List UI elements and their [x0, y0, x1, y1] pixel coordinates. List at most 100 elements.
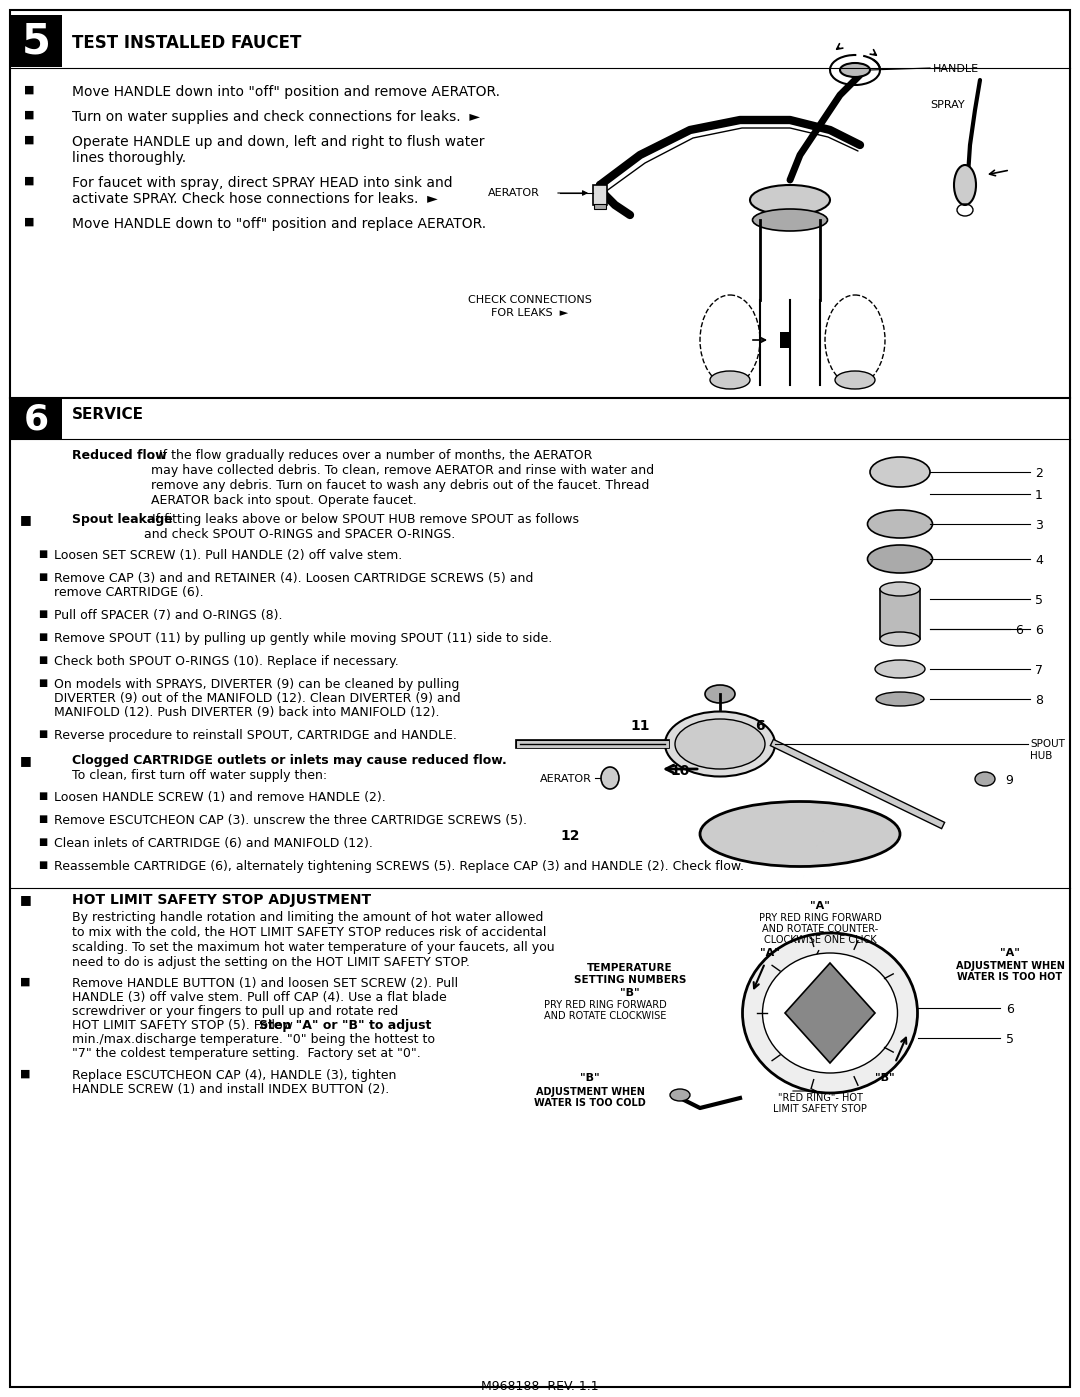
Text: HUB: HUB [1030, 752, 1052, 761]
Text: ■: ■ [38, 678, 48, 687]
Text: ■: ■ [38, 791, 48, 800]
Ellipse shape [753, 210, 827, 231]
Text: "B": "B" [620, 988, 639, 997]
Text: 5: 5 [1035, 594, 1043, 608]
Text: Spout leakage: Spout leakage [72, 513, 173, 527]
Text: Check both SPOUT O-RINGS (10). Replace if necessary.: Check both SPOUT O-RINGS (10). Replace i… [54, 655, 399, 668]
Text: M968188  REV. 1.1: M968188 REV. 1.1 [482, 1380, 598, 1393]
Text: ■: ■ [21, 1069, 30, 1078]
Bar [10, 15, 62, 67]
Ellipse shape [670, 1090, 690, 1101]
Text: HANDLE (3) off valve stem. Pull off CAP (4). Use a flat blade: HANDLE (3) off valve stem. Pull off CAP … [72, 990, 447, 1004]
Text: ■: ■ [38, 549, 48, 559]
Ellipse shape [705, 685, 735, 703]
Text: PRY RED RING FORWARD: PRY RED RING FORWARD [543, 1000, 666, 1010]
Text: ■: ■ [38, 837, 48, 847]
Text: SETTING NUMBERS: SETTING NUMBERS [573, 975, 686, 985]
Text: ■: ■ [38, 729, 48, 739]
Ellipse shape [750, 184, 831, 215]
Text: SPOUT: SPOUT [1030, 739, 1065, 749]
Text: DIVERTER (9) out of the MANIFOLD (12). Clean DIVERTER (9) and: DIVERTER (9) out of the MANIFOLD (12). C… [54, 692, 461, 705]
Text: "7" the coldest temperature setting.  Factory set at "0".: "7" the coldest temperature setting. Fac… [72, 1046, 421, 1060]
Ellipse shape [710, 372, 750, 388]
Text: "A": "A" [1000, 949, 1020, 958]
Ellipse shape [975, 773, 995, 787]
Text: AND ROTATE COUNTER-: AND ROTATE COUNTER- [761, 923, 878, 935]
Text: "RED RING"- HOT: "RED RING"- HOT [778, 1092, 863, 1104]
Text: ■: ■ [24, 110, 35, 120]
Text: "A": "A" [810, 901, 829, 911]
Text: Move HANDLE down into "off" position and remove AERATOR.: Move HANDLE down into "off" position and… [72, 85, 500, 99]
Text: CHECK CONNECTIONS: CHECK CONNECTIONS [468, 295, 592, 305]
Text: ■: ■ [21, 977, 30, 988]
Text: SERVICE: SERVICE [72, 407, 144, 422]
Text: Loosen HANDLE SCREW (1) and remove HANDLE (2).: Loosen HANDLE SCREW (1) and remove HANDL… [54, 791, 386, 805]
Text: . If the flow gradually reduces over a number of months, the AERATOR
may have co: . If the flow gradually reduces over a n… [151, 448, 654, 507]
Text: ADJUSTMENT WHEN: ADJUSTMENT WHEN [536, 1087, 645, 1097]
Ellipse shape [880, 631, 920, 645]
Text: 10: 10 [670, 764, 689, 778]
Bar [10, 400, 62, 439]
Ellipse shape [876, 692, 924, 705]
Text: Remove ESCUTCHEON CAP (3). unscrew the three CARTRIDGE SCREWS (5).: Remove ESCUTCHEON CAP (3). unscrew the t… [54, 814, 527, 827]
Text: 7: 7 [1035, 664, 1043, 678]
Text: 4: 4 [1035, 555, 1043, 567]
Bar [880, 590, 920, 638]
Text: 3: 3 [1035, 520, 1043, 532]
Text: ■: ■ [38, 571, 48, 583]
Polygon shape [785, 963, 875, 1063]
Text: AERATOR: AERATOR [488, 189, 540, 198]
Text: Loosen SET SCREW (1). Pull HANDLE (2) off valve stem.: Loosen SET SCREW (1). Pull HANDLE (2) of… [54, 549, 402, 562]
Text: 6: 6 [755, 719, 765, 733]
Text: Remove HANDLE BUTTON (1) and loosen SET SCREW (2). Pull: Remove HANDLE BUTTON (1) and loosen SET … [72, 977, 458, 990]
Text: HANDLE SCREW (1) and install INDEX BUTTON (2).: HANDLE SCREW (1) and install INDEX BUTTO… [72, 1083, 389, 1097]
Bar [593, 184, 607, 205]
Ellipse shape [840, 63, 870, 77]
Ellipse shape [874, 467, 896, 476]
Ellipse shape [600, 767, 619, 789]
Text: MANIFOLD (12). Push DIVERTER (9) back into MANIFOLD (12).: MANIFOLD (12). Push DIVERTER (9) back in… [54, 705, 440, 719]
Text: AERATOR: AERATOR [540, 774, 592, 784]
Text: ■: ■ [24, 85, 35, 95]
Text: CLOCKWISE ONE CLICK: CLOCKWISE ONE CLICK [764, 935, 876, 944]
Text: ■: ■ [38, 631, 48, 643]
Ellipse shape [875, 659, 924, 678]
Text: 6: 6 [1035, 624, 1043, 637]
Ellipse shape [867, 545, 932, 573]
Ellipse shape [743, 933, 918, 1092]
Text: 5: 5 [1005, 1032, 1014, 1046]
Text: Reassemble CARTRIDGE (6), alternately tightening SCREWS (5). Replace CAP (3) and: Reassemble CARTRIDGE (6), alternately ti… [54, 861, 744, 873]
Text: ■: ■ [38, 861, 48, 870]
Ellipse shape [835, 372, 875, 388]
Text: "B": "B" [875, 1073, 895, 1083]
Text: 6: 6 [24, 402, 49, 436]
Text: PRY RED RING FORWARD: PRY RED RING FORWARD [758, 914, 881, 923]
Text: 1: 1 [1035, 489, 1043, 502]
Text: LIMIT SAFETY STOP: LIMIT SAFETY STOP [773, 1104, 867, 1113]
Text: WATER IS TOO HOT: WATER IS TOO HOT [958, 972, 1063, 982]
Text: Pull off SPACER (7) and O-RINGS (8).: Pull off SPACER (7) and O-RINGS (8). [54, 609, 283, 622]
Text: 11: 11 [630, 719, 649, 733]
Text: Remove CAP (3) and and RETAINER (4). Loosen CARTRIDGE SCREWS (5) and: Remove CAP (3) and and RETAINER (4). Loo… [54, 571, 534, 585]
Text: Reduced flow: Reduced flow [72, 448, 166, 462]
Ellipse shape [870, 457, 930, 488]
Ellipse shape [665, 711, 775, 777]
Text: Replace ESCUTCHEON CAP (4), HANDLE (3), tighten: Replace ESCUTCHEON CAP (4), HANDLE (3), … [72, 1069, 396, 1083]
Text: ■: ■ [24, 136, 35, 145]
Text: HOT LIMIT SAFETY STOP (5). Follow: HOT LIMIT SAFETY STOP (5). Follow [72, 1018, 297, 1032]
Text: On models with SPRAYS, DIVERTER (9) can be cleaned by pulling: On models with SPRAYS, DIVERTER (9) can … [54, 678, 459, 692]
Ellipse shape [867, 510, 932, 538]
Text: FOR LEAKS  ►: FOR LEAKS ► [491, 307, 568, 319]
Text: Remove SPOUT (11) by pulling up gently while moving SPOUT (11) side to side.: Remove SPOUT (11) by pulling up gently w… [54, 631, 552, 645]
Text: 12: 12 [561, 828, 580, 842]
Text: 9: 9 [1005, 774, 1013, 787]
Ellipse shape [675, 719, 765, 768]
Text: HOT LIMIT SAFETY STOP ADJUSTMENT: HOT LIMIT SAFETY STOP ADJUSTMENT [72, 893, 372, 907]
Text: Step "A" or "B" to adjust: Step "A" or "B" to adjust [259, 1018, 431, 1032]
Text: 5: 5 [22, 20, 51, 61]
Ellipse shape [954, 165, 976, 205]
Text: ■: ■ [21, 893, 31, 907]
Text: Move HANDLE down to "off" position and replace AERATOR.: Move HANDLE down to "off" position and r… [72, 217, 486, 231]
Text: ■: ■ [24, 217, 35, 226]
Text: remove CARTRIDGE (6).: remove CARTRIDGE (6). [54, 585, 204, 599]
